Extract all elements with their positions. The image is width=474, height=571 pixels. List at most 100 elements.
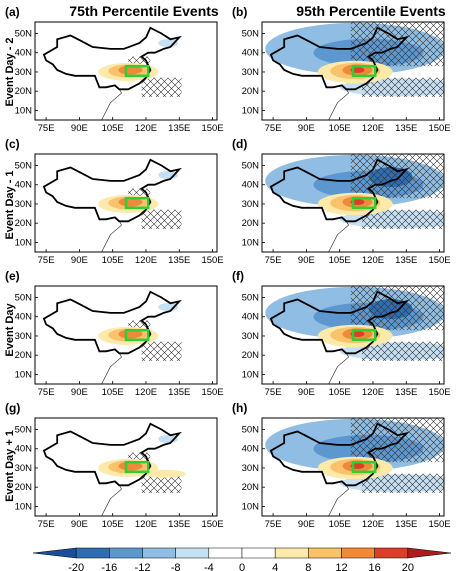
column-title-75th: 75th Percentile Events <box>69 3 219 19</box>
lon-tick-label: 105E <box>102 255 124 266</box>
lon-tick-label: 105E <box>102 123 124 134</box>
lat-tick-label: 40N <box>242 444 260 455</box>
lat-tick-label: 10N <box>242 105 260 116</box>
lon-tick-label: 135E <box>395 387 417 398</box>
lat-tick-label: 20N <box>15 350 33 361</box>
lon-tick-label: 135E <box>395 255 417 266</box>
lon-tick-label: 105E <box>329 255 351 266</box>
lon-tick-label: 75E <box>38 387 55 398</box>
map-panel: (h) 10N 20N 30N 40N 50N 75E 90E 105E 120E 135E 150E <box>232 401 451 530</box>
lat-tick-label: 10N <box>242 501 260 512</box>
lat-tick-label: 20N <box>242 482 260 493</box>
lon-tick-label: 105E <box>329 123 351 134</box>
lon-tick-label: 135E <box>395 519 417 530</box>
colorbar-segment <box>75 547 110 559</box>
colorbar-tick-label: 12 <box>335 562 347 571</box>
colorbar-segment <box>208 547 243 559</box>
map-panel: (a) 10N 20N 30N 40N 50N 75E 90E 105E 120E 135E 150E <box>5 5 224 134</box>
row-label-day-plus-1: Event Day + 1 <box>4 430 16 502</box>
row-label-day-minus-1: Event Day - 1 <box>4 170 16 239</box>
colorbar-tick-label: 16 <box>369 562 381 571</box>
lon-tick-label: 150E <box>201 387 223 398</box>
lon-tick-label: 135E <box>168 387 190 398</box>
map-panel: (c) 10N 20N 30N 40N 50N 75E 90E 105E 120E 135E 150E <box>5 137 224 266</box>
study-region-box <box>124 196 150 210</box>
study-region-box <box>351 328 377 342</box>
colorbar-tick-label: 4 <box>272 562 278 571</box>
lon-tick-label: 150E <box>428 255 450 266</box>
study-region-box <box>351 64 377 78</box>
panel-label: (g) <box>5 401 20 415</box>
panel-label: (h) <box>232 401 247 415</box>
lon-tick-label: 105E <box>102 387 124 398</box>
lon-tick-label: 90E <box>298 123 315 134</box>
lon-tick-label: 120E <box>135 123 157 134</box>
lon-tick-label: 135E <box>395 123 417 134</box>
lat-tick-label: 30N <box>15 463 33 474</box>
lon-tick-label: 120E <box>362 123 384 134</box>
lon-tick-label: 90E <box>298 255 315 266</box>
lon-tick-label: 90E <box>71 519 88 530</box>
colorbar-segment <box>109 547 143 559</box>
lon-tick-label: 150E <box>428 387 450 398</box>
lat-tick-label: 10N <box>15 501 33 512</box>
colorbar-tick-label: -4 <box>204 562 214 571</box>
lat-tick-label: 40N <box>242 180 260 191</box>
panel-label: (c) <box>5 137 20 151</box>
colorbar-tick-label: -20 <box>68 562 84 571</box>
lon-tick-label: 75E <box>38 123 55 134</box>
map-panel: (g) 10N 20N 30N 40N 50N 75E 90E 105E 120E 135E 150E <box>5 401 224 530</box>
column-title-95th: 95th Percentile Events <box>296 3 446 19</box>
lat-tick-label: 10N <box>15 237 33 248</box>
colorbar-segment <box>308 547 342 559</box>
lon-tick-label: 120E <box>362 255 384 266</box>
lat-tick-label: 30N <box>15 331 33 342</box>
lon-tick-label: 105E <box>329 387 351 398</box>
lon-tick-label: 120E <box>135 255 157 266</box>
lon-tick-label: 75E <box>265 519 282 530</box>
map-panel: (b) 10N 20N 30N 40N 50N 75E 90E 105E 120E 135E 150E <box>232 5 451 134</box>
lat-tick-label: 50N <box>15 161 33 172</box>
colorbar-tick-label: 20 <box>402 562 414 571</box>
colorbar-segment <box>341 547 375 559</box>
panel-label: (d) <box>232 137 247 151</box>
lon-tick-label: 75E <box>38 255 55 266</box>
lon-tick-label: 120E <box>362 519 384 530</box>
lat-tick-label: 30N <box>242 463 260 474</box>
lon-tick-label: 135E <box>168 519 190 530</box>
lat-tick-label: 40N <box>15 312 33 323</box>
lat-tick-label: 20N <box>15 482 33 493</box>
colorbar-tick-label: 8 <box>305 562 311 571</box>
lon-tick-label: 120E <box>135 387 157 398</box>
lat-tick-label: 20N <box>242 350 260 361</box>
lat-tick-label: 40N <box>15 48 33 59</box>
panel-label: (a) <box>5 5 20 19</box>
lon-tick-label: 120E <box>362 387 384 398</box>
map-panel: (e) 10N 20N 30N 40N 50N 75E 90E 105E 120E 135E 150E <box>5 269 224 398</box>
colorbar-segment <box>142 547 176 559</box>
lat-tick-label: 40N <box>242 48 260 59</box>
lon-tick-label: 135E <box>168 123 190 134</box>
lat-tick-label: 20N <box>15 218 33 229</box>
lat-tick-label: 50N <box>15 425 33 436</box>
lon-tick-label: 90E <box>71 387 88 398</box>
lon-tick-label: 75E <box>265 123 282 134</box>
lon-tick-label: 90E <box>298 387 315 398</box>
lon-tick-label: 150E <box>428 123 450 134</box>
colorbar-segment <box>374 547 409 559</box>
lat-tick-label: 50N <box>242 161 260 172</box>
lat-tick-label: 40N <box>15 444 33 455</box>
colorbar-segment <box>407 547 452 559</box>
colorbar-tick-label: 0 <box>239 562 245 571</box>
lat-tick-label: 20N <box>242 218 260 229</box>
study-region-box <box>124 64 150 78</box>
lon-tick-label: 135E <box>168 255 190 266</box>
lat-tick-label: 30N <box>15 67 33 78</box>
colorbar-tick-label: -8 <box>171 562 181 571</box>
lon-tick-label: 150E <box>201 255 223 266</box>
lon-tick-label: 120E <box>135 519 157 530</box>
lon-tick-label: 90E <box>71 255 88 266</box>
lat-tick-label: 10N <box>242 369 260 380</box>
lon-tick-label: 150E <box>201 519 223 530</box>
